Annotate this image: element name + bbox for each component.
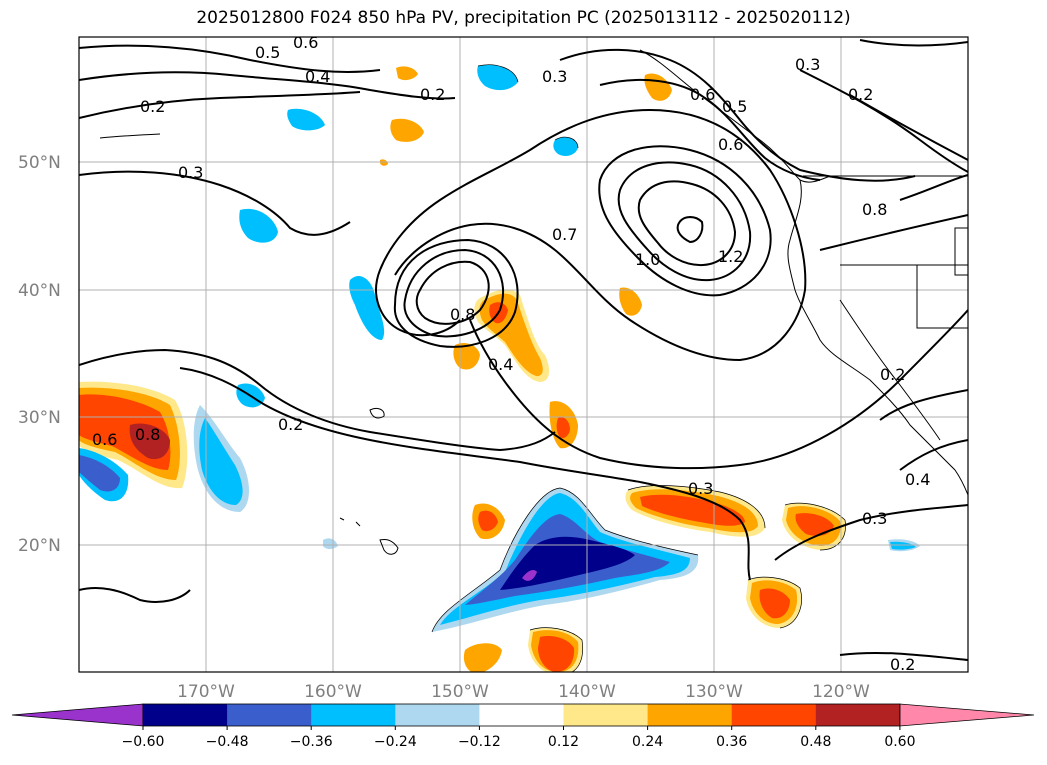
colorbar-segment <box>815 704 901 726</box>
contour-label: 0.7 <box>552 225 577 244</box>
contour-label: 0.8 <box>135 425 160 444</box>
lon-label: 130°W <box>685 682 743 702</box>
colorbar-segment <box>479 704 564 726</box>
contour-label: 0.6 <box>718 135 743 154</box>
contour-label: 0.2 <box>278 415 303 434</box>
map-area: 0.6 0.5 0.4 0.2 0.2 0.3 0.3 0.3 0.2 0.5 … <box>79 33 968 674</box>
colorbar-tick-label: −0.24 <box>374 734 417 750</box>
contour-label: 0.2 <box>420 85 445 104</box>
lon-label: 160°W <box>304 682 362 702</box>
colorbar-frame <box>142 703 901 727</box>
colorbar-tick-label: −0.12 <box>458 734 501 750</box>
pv-contours <box>79 39 968 661</box>
contour-label: 0.3 <box>178 163 203 182</box>
contour-label: 0.3 <box>795 55 820 74</box>
colorbar-segment <box>563 704 649 726</box>
colorbar-tick-label: 0.36 <box>716 734 747 750</box>
colorbar-segment <box>395 704 480 726</box>
contour-label: 0.6 <box>92 430 117 449</box>
colorbar-tick-label: 0.60 <box>884 734 915 750</box>
contour-label: 0.4 <box>905 470 930 489</box>
contour-label: 0.6 <box>690 85 715 104</box>
lon-labels: 170°W 160°W 150°W 140°W 130°W 120°W <box>177 682 870 702</box>
colorbar: −0.60 −0.48 −0.36 −0.24 −0.12 0.12 0.24 0.36 0.4… <box>11 703 1035 750</box>
contour-label: 0.5 <box>255 43 280 62</box>
contour-label: 0.4 <box>488 355 513 374</box>
colorbar-segment <box>647 704 733 726</box>
colorbar-segment <box>311 704 396 726</box>
colorbar-tick-label: −0.36 <box>290 734 333 750</box>
contour-label: 0.3 <box>862 509 887 528</box>
lat-label: 30°N <box>18 408 61 428</box>
coastlines <box>99 49 968 555</box>
precip-shading <box>79 64 920 672</box>
contour-labels: 0.6 0.5 0.4 0.2 0.2 0.3 0.3 0.3 0.2 0.5 … <box>92 33 930 674</box>
colorbar-extension-high <box>899 703 1035 727</box>
contour-label: 0.3 <box>688 479 713 498</box>
contour-label: 0.3 <box>542 67 567 86</box>
contour-label: 0.5 <box>722 97 747 116</box>
lon-label: 120°W <box>812 682 870 702</box>
colorbar-tick-label: 0.12 <box>548 734 579 750</box>
map-title: 2025012800 F024 850 hPa PV, precipitatio… <box>196 8 851 28</box>
contour-label: 0.6 <box>293 33 318 52</box>
shade-outlines <box>431 64 846 672</box>
contour-label: 0.2 <box>890 655 915 674</box>
lon-label: 170°W <box>177 682 235 702</box>
colorbar-segment <box>227 704 312 726</box>
lat-label: 20°N <box>18 536 61 556</box>
colorbar-tick-label: 0.48 <box>800 734 831 750</box>
colorbar-segment <box>731 704 817 726</box>
lat-labels: 50°N 40°N 30°N 20°N <box>18 153 61 556</box>
contour-label: 0.2 <box>140 97 165 116</box>
colorbar-tick-label: −0.60 <box>122 734 165 750</box>
colorbar-extension-low <box>11 703 144 727</box>
contour-label: 0.8 <box>862 200 887 219</box>
lon-label: 140°W <box>558 682 616 702</box>
contour-label: 0.2 <box>848 85 873 104</box>
map-frame <box>78 36 969 673</box>
colorbar-tick-label: −0.48 <box>206 734 249 750</box>
contour-label: 0.8 <box>450 305 475 324</box>
contour-label: 1.2 <box>718 247 743 266</box>
colorbar-tick-label: 0.24 <box>632 734 663 750</box>
contour-label: 1.0 <box>635 250 660 269</box>
contour-label: 0.4 <box>305 67 330 86</box>
lat-label: 40°N <box>18 281 61 301</box>
lat-label: 50°N <box>18 153 61 173</box>
lon-label: 150°W <box>431 682 489 702</box>
gridlines <box>79 37 968 672</box>
contour-label: 0.2 <box>880 365 905 384</box>
colorbar-segment <box>143 704 228 726</box>
